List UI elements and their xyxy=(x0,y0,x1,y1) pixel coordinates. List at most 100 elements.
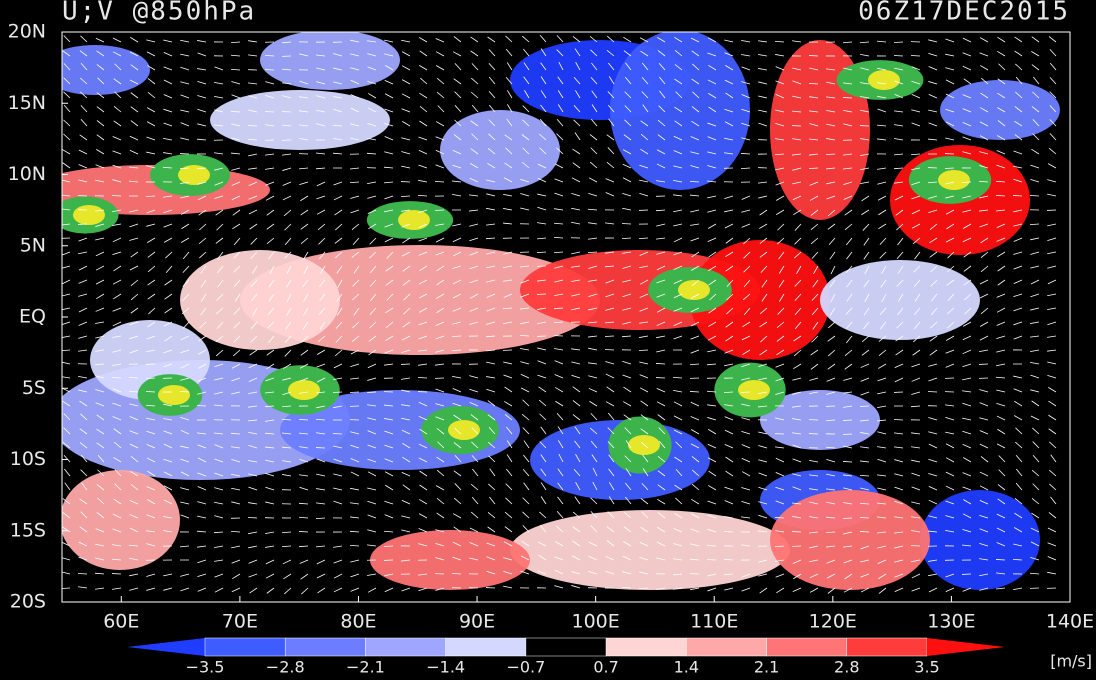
wind-arrow xyxy=(913,279,921,288)
wind-arrow xyxy=(536,251,547,254)
wind-arrow xyxy=(80,62,88,71)
wind-arrow xyxy=(350,587,360,592)
wind-arrow xyxy=(504,511,513,519)
wind-arrow xyxy=(352,279,360,287)
wind-arrow xyxy=(758,181,768,184)
wind-arrow xyxy=(911,530,921,533)
wind-arrow xyxy=(775,486,785,491)
wind-arrow xyxy=(878,363,887,369)
wind-arrow xyxy=(572,400,581,407)
wind-arrow xyxy=(996,237,1006,242)
wind-arrow xyxy=(621,586,632,589)
wind-arrow xyxy=(180,195,190,199)
wind-arrow xyxy=(675,441,683,449)
wind-arrow xyxy=(96,50,105,57)
wind-arrow xyxy=(929,237,938,244)
wind-arrow xyxy=(384,53,394,57)
wind-arrow xyxy=(776,349,785,356)
wind-arrow xyxy=(673,415,683,421)
wind-arrow xyxy=(231,459,241,463)
wind-arrow xyxy=(519,334,530,337)
wind-arrow xyxy=(1050,496,1057,505)
wind-arrow xyxy=(826,501,836,505)
wind-arrow xyxy=(367,377,377,381)
wind-arrow xyxy=(1014,106,1023,113)
wind-arrow xyxy=(995,559,1006,561)
wind-arrow xyxy=(743,237,751,245)
wind-arrow xyxy=(928,486,938,491)
wind-arrow xyxy=(860,109,870,113)
wind-arrow xyxy=(317,587,326,594)
wind-arrow xyxy=(1033,76,1040,85)
wind-arrow xyxy=(1013,293,1023,298)
wind-arrow xyxy=(369,237,377,245)
wind-arrow xyxy=(95,349,105,352)
rain-patch xyxy=(288,380,320,400)
wind-arrow xyxy=(794,307,802,316)
wind-arrow xyxy=(488,104,496,113)
wind-arrow xyxy=(1047,279,1057,285)
wind-arrow xyxy=(775,195,785,201)
wind-arrow xyxy=(672,376,683,379)
rain-patch xyxy=(158,385,190,405)
wind-arrow xyxy=(520,570,530,575)
wind-arrow xyxy=(487,511,496,519)
wind-arrow xyxy=(114,469,122,477)
wind-arrow xyxy=(623,526,632,533)
wind-arrow xyxy=(622,177,632,183)
colorbar-low xyxy=(127,638,205,656)
wind-arrow xyxy=(452,180,462,183)
wind-arrow xyxy=(673,543,683,547)
wind-arrow xyxy=(522,105,530,113)
wind-arrow xyxy=(964,293,972,301)
wind-arrow xyxy=(266,363,275,370)
wind-arrow xyxy=(299,167,309,170)
wind-arrow xyxy=(996,307,1006,313)
wind-arrow xyxy=(113,456,122,463)
wind-arrow xyxy=(264,69,275,71)
wind-arrow xyxy=(826,195,836,200)
wind-arrow xyxy=(114,483,122,491)
wind-arrow xyxy=(316,502,326,505)
wind-arrow xyxy=(809,587,819,593)
wind-arrow xyxy=(469,402,479,407)
wind-arrow xyxy=(998,469,1006,477)
wind-arrow xyxy=(486,265,496,269)
wind-arrow xyxy=(163,443,173,449)
wind-arrow xyxy=(163,321,173,327)
wind-arrow xyxy=(216,223,224,231)
wind-arrow xyxy=(418,293,428,299)
wind-arrow xyxy=(78,307,88,313)
wind-arrow xyxy=(265,124,275,127)
wind-arrow xyxy=(979,349,989,353)
wind-arrow xyxy=(706,545,717,547)
wind-arrow xyxy=(741,108,751,113)
wind-arrow xyxy=(980,321,989,327)
wind-arrow xyxy=(299,391,309,394)
wind-arrow xyxy=(979,402,989,407)
wind-arrow xyxy=(264,111,275,113)
wind-arrow xyxy=(606,526,615,533)
wind-arrow xyxy=(469,279,479,284)
wind-arrow xyxy=(540,482,547,491)
wind-arrow xyxy=(367,529,377,533)
wind-arrow xyxy=(419,265,428,272)
wind-arrow xyxy=(350,458,360,463)
wind-arrow xyxy=(707,37,717,43)
wind-arrow xyxy=(945,500,955,505)
wind-arrow xyxy=(537,222,547,225)
wind-arrow xyxy=(945,443,955,449)
wind-arrow xyxy=(383,166,394,169)
wind-arrow xyxy=(556,133,564,141)
wind-arrow xyxy=(353,307,360,316)
wind-arrow xyxy=(231,123,241,127)
wind-arrow xyxy=(298,545,309,548)
wind-arrow xyxy=(656,335,666,339)
wind-arrow xyxy=(217,251,224,260)
colorbar-box xyxy=(766,637,848,657)
wind-arrow xyxy=(79,526,88,533)
wind-arrow xyxy=(825,419,836,422)
wind-arrow xyxy=(843,109,853,113)
lat-label: EQ xyxy=(19,306,46,328)
wind-arrow xyxy=(538,399,547,407)
